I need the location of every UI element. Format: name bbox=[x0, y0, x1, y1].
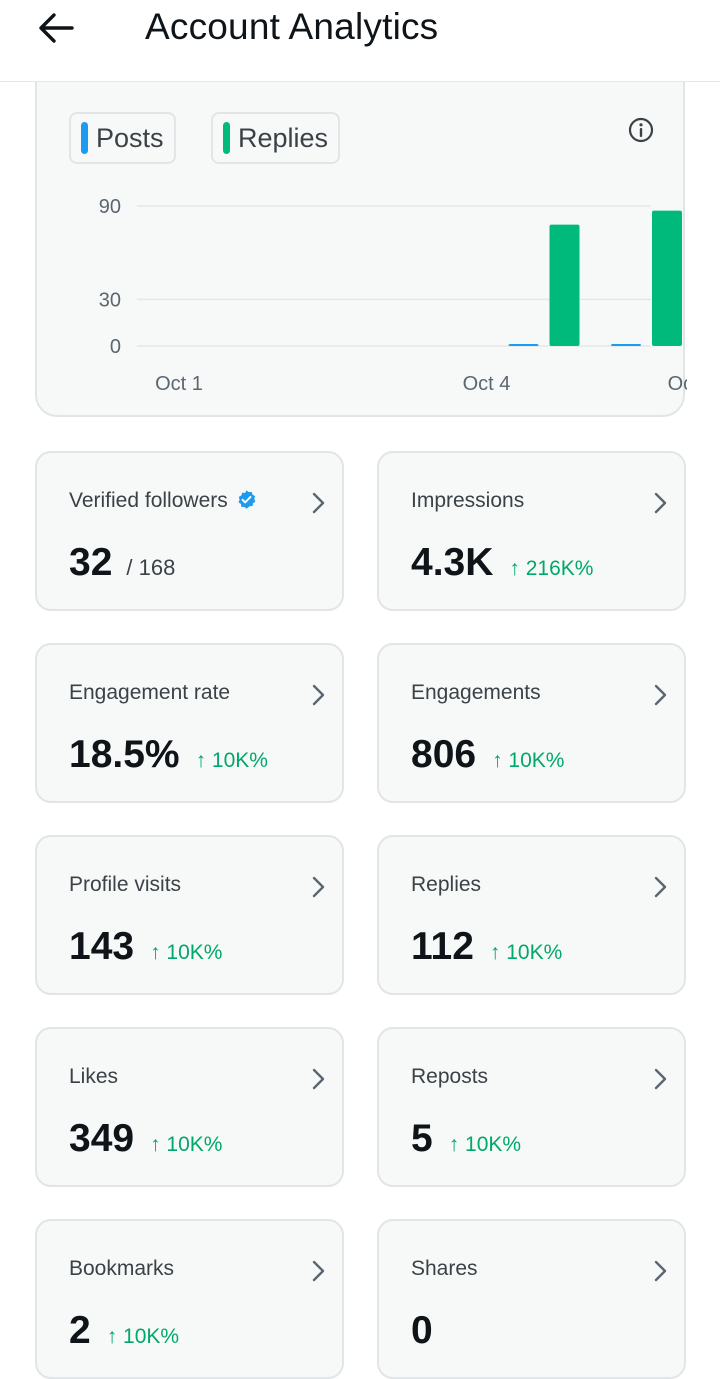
x-tick-label: Oct 4 bbox=[463, 373, 511, 395]
stat-value: 18.5% bbox=[69, 733, 180, 776]
x-tick-label: Oct 1 bbox=[155, 373, 203, 395]
stat-label: Likes bbox=[69, 1065, 118, 1089]
bar-replies-oct-5[interactable] bbox=[652, 210, 682, 346]
stat-value-row: 2 ↑ 10K% bbox=[69, 1309, 179, 1353]
stat-card-verified-followers[interactable]: Verified followers 32 / 168 bbox=[35, 451, 344, 611]
legend-posts[interactable]: Posts bbox=[69, 112, 176, 164]
stat-label-text: Replies bbox=[411, 873, 482, 896]
stat-value-row: 806 ↑ 10K% bbox=[411, 733, 564, 777]
stat-label-text: Reposts bbox=[411, 1065, 489, 1088]
stat-value: 349 bbox=[69, 1117, 135, 1160]
stat-label-text: Engagements bbox=[411, 681, 541, 704]
stat-label-text: Likes bbox=[69, 1065, 119, 1088]
stat-delta: ↑ 10K% bbox=[150, 941, 223, 964]
back-button[interactable] bbox=[34, 8, 78, 48]
info-icon[interactable] bbox=[627, 116, 655, 144]
stat-label-text: Verified followers bbox=[69, 489, 228, 512]
stat-delta: ↑ 10K% bbox=[489, 941, 563, 964]
chevron-right-icon bbox=[312, 1068, 325, 1090]
chevron-right-icon bbox=[312, 492, 325, 514]
stat-label-text: Engagement rate bbox=[69, 681, 231, 704]
stat-card-engagement-rate[interactable]: Engagement rate 18.5% ↑ 10K% bbox=[35, 643, 344, 803]
chevron-right-icon bbox=[654, 876, 667, 898]
stat-card-engagements[interactable]: Engagements 806 ↑ 10K% bbox=[377, 643, 686, 803]
bar-posts-oct-4[interactable] bbox=[508, 344, 539, 346]
stat-delta: ↑ 10K% bbox=[106, 1325, 180, 1348]
x-tick-label: Oct 6 bbox=[668, 373, 687, 395]
stat-label-text: Impressions bbox=[411, 489, 525, 512]
stat-value: 5 bbox=[411, 1117, 433, 1160]
bar-posts-oct-5[interactable] bbox=[611, 344, 641, 346]
stat-card-impressions[interactable]: Impressions 4.3K ↑ 216K% bbox=[377, 451, 686, 611]
y-tick-label: 90 bbox=[99, 196, 121, 218]
stat-value-row: 112 ↑ 10K% bbox=[411, 925, 562, 969]
stat-delta: ↑ 216K% bbox=[509, 557, 594, 580]
stat-label: Engagements bbox=[411, 681, 541, 705]
stat-value-row: 32 / 168 bbox=[69, 541, 175, 585]
top-app-bar: Account Analytics bbox=[0, 0, 720, 82]
stat-label: Verified followers bbox=[69, 489, 257, 513]
stat-value: 112 bbox=[411, 925, 474, 968]
stat-card-reposts[interactable]: Reposts 5 ↑ 10K% bbox=[377, 1027, 686, 1187]
stat-label: Profile visits bbox=[69, 873, 181, 897]
chevron-right-icon bbox=[312, 1260, 325, 1282]
verified-badge-icon bbox=[238, 490, 256, 509]
stat-value: 4.3K bbox=[411, 541, 494, 584]
bar-chart: 90 30 0 Oct 1 Oct 4 Oct 6 bbox=[99, 196, 687, 395]
stat-label: Impressions bbox=[411, 489, 524, 513]
chevron-right-icon bbox=[312, 876, 325, 898]
replies-swatch bbox=[223, 122, 230, 154]
stat-label-text: Shares bbox=[411, 1257, 478, 1280]
y-tick-label: 30 bbox=[99, 289, 121, 311]
chevron-right-icon bbox=[654, 684, 667, 706]
chevron-right-icon bbox=[654, 1260, 667, 1282]
stat-card-shares[interactable]: Shares 0 bbox=[377, 1219, 686, 1379]
stat-label-text: Profile visits bbox=[69, 873, 182, 896]
stat-value: 0 bbox=[411, 1309, 433, 1352]
arrow-left-icon bbox=[39, 13, 74, 43]
legend-posts-label: Posts bbox=[96, 122, 164, 153]
chevron-right-icon bbox=[654, 492, 667, 514]
legend-replies-label: Replies bbox=[238, 122, 329, 153]
stat-label-text: Bookmarks bbox=[69, 1257, 175, 1280]
stat-label: Bookmarks bbox=[69, 1257, 174, 1281]
stat-label: Replies bbox=[411, 873, 481, 897]
stat-value-row: 4.3K ↑ 216K% bbox=[411, 541, 593, 585]
y-tick-label: 0 bbox=[110, 336, 121, 358]
stat-card-bookmarks[interactable]: Bookmarks 2 ↑ 10K% bbox=[35, 1219, 344, 1379]
chart-card: Posts Replies 90 30 0 Oct 1 Oct 4 Oct 6 bbox=[35, 82, 687, 417]
stat-value-row: 0 bbox=[411, 1309, 433, 1353]
chevron-right-icon bbox=[654, 1068, 667, 1090]
stat-label: Reposts bbox=[411, 1065, 488, 1089]
stat-label: Engagement rate bbox=[69, 681, 230, 705]
chevron-right-icon bbox=[312, 684, 325, 706]
stat-delta: ↑ 10K% bbox=[492, 749, 565, 772]
stat-value-row: 143 ↑ 10K% bbox=[69, 925, 222, 969]
stat-value-row: 5 ↑ 10K% bbox=[411, 1117, 521, 1161]
stat-total: / 168 bbox=[126, 555, 176, 580]
stat-card-profile-visits[interactable]: Profile visits 143 ↑ 10K% bbox=[35, 835, 344, 995]
stat-value: 143 bbox=[69, 925, 135, 968]
stat-delta: ↑ 10K% bbox=[150, 1133, 223, 1156]
stat-card-replies[interactable]: Replies 112 ↑ 10K% bbox=[377, 835, 686, 995]
stat-delta: ↑ 10K% bbox=[195, 749, 268, 772]
posts-swatch bbox=[81, 122, 88, 154]
stat-value: 806 bbox=[411, 733, 477, 776]
page-title: Account Analytics bbox=[145, 6, 439, 47]
stat-card-likes[interactable]: Likes 349 ↑ 10K% bbox=[35, 1027, 344, 1187]
stat-delta: ↑ 10K% bbox=[448, 1133, 522, 1156]
stat-value-row: 349 ↑ 10K% bbox=[69, 1117, 222, 1161]
legend-replies[interactable]: Replies bbox=[211, 112, 341, 164]
stat-label: Shares bbox=[411, 1257, 478, 1281]
stat-value: 32 bbox=[69, 541, 113, 584]
bar-replies-oct-4[interactable] bbox=[549, 224, 580, 346]
stat-value: 2 bbox=[69, 1309, 91, 1352]
stat-value-row: 18.5% ↑ 10K% bbox=[69, 733, 268, 777]
